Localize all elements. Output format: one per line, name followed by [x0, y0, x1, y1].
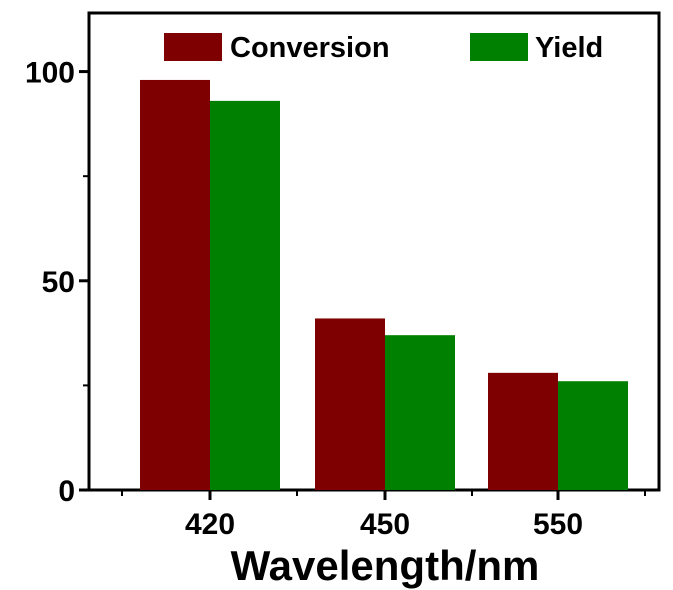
y-tick-label: 100 — [25, 57, 75, 90]
bar-conversion-550 — [488, 372, 558, 490]
legend-swatch-conversion — [164, 33, 222, 61]
bar-yield-550 — [558, 381, 628, 490]
bars-group — [140, 79, 628, 491]
x-axis-title: Wavelength/nm — [231, 542, 540, 589]
bar-conversion-420 — [140, 79, 210, 491]
y-tick-label: 0 — [58, 475, 75, 508]
y-tick-label: 50 — [42, 266, 75, 299]
bar-yield-420 — [210, 100, 280, 491]
legend: Conversion Yield — [164, 32, 603, 64]
x-tick-label: 550 — [533, 508, 583, 541]
legend-label-conversion: Conversion — [230, 32, 390, 64]
legend-label-yield: Yield — [535, 32, 603, 64]
legend-swatch-yield — [470, 33, 528, 61]
y-axis-ticks: 0 50 100 — [25, 57, 89, 508]
x-axis-ticks: 420 450 550 — [121, 490, 646, 541]
x-tick-label: 450 — [360, 508, 410, 541]
bar-conversion-450 — [315, 318, 385, 490]
bar-yield-450 — [385, 335, 455, 490]
x-tick-label: 420 — [185, 508, 235, 541]
